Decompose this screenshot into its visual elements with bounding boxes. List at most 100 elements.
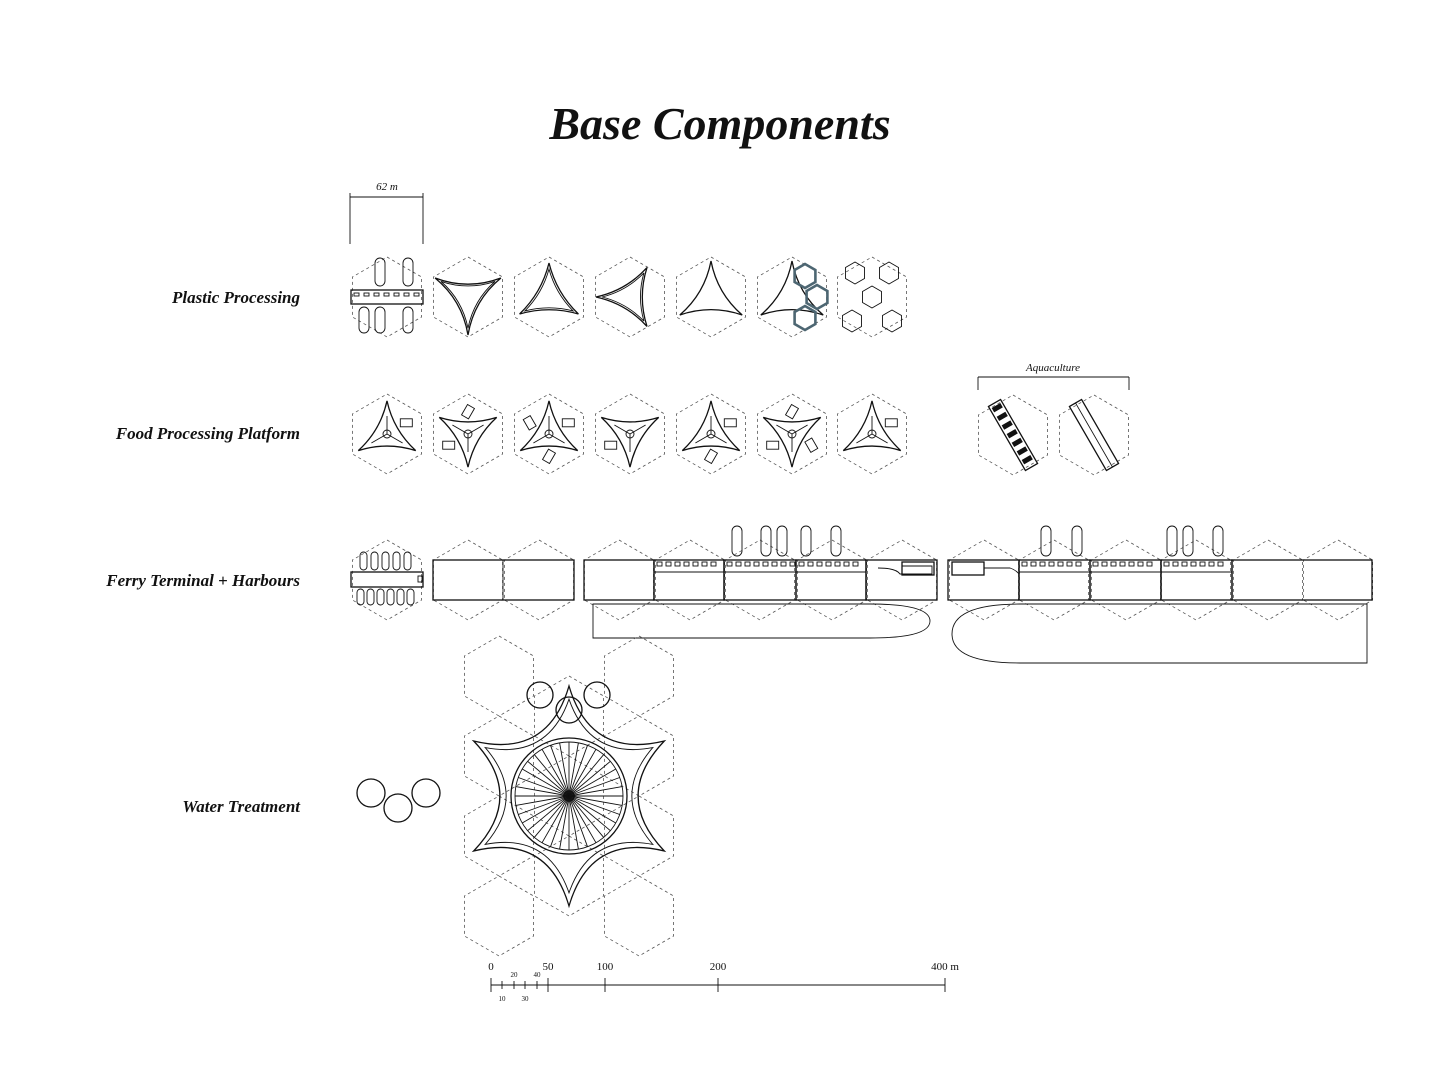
ship-hull [592, 603, 931, 639]
clarifier-spoke [515, 786, 570, 797]
module-cell [522, 414, 537, 431]
boat-icon [731, 525, 743, 557]
block-window [834, 561, 841, 567]
boat-icon [386, 588, 395, 606]
module-arm [371, 433, 388, 444]
hex-outline [725, 539, 795, 621]
boat-icon [359, 551, 368, 571]
food-module-7 [837, 393, 907, 475]
module-arm [386, 433, 403, 444]
food-module-4 [595, 393, 665, 475]
barge-window [363, 292, 370, 297]
aquaculture-cage [1001, 420, 1013, 430]
barge-window [393, 292, 400, 297]
module-arm [710, 433, 727, 444]
block-window [825, 561, 832, 567]
clarifier-spoke [568, 795, 617, 824]
plastic-module-4 [595, 256, 665, 338]
block-window [1172, 561, 1179, 567]
hex-cluster-cell [862, 285, 882, 309]
row-label-ferry-terminal-harbours: Ferry Terminal + Harbours [106, 571, 300, 590]
plastic-processing-modules [350, 256, 907, 338]
aquaculture-module-1 [978, 394, 1048, 476]
module-arm [629, 424, 646, 435]
water-tank [356, 778, 386, 808]
clarifier-spoke [533, 795, 570, 838]
ferry-hex-1 [351, 539, 423, 621]
hex-outline [1019, 539, 1089, 621]
water-tank [583, 681, 611, 709]
block-window [1075, 561, 1082, 567]
aquaculture-label: Aquaculture [1025, 362, 1080, 374]
module-arm [533, 433, 550, 444]
hex-outline [797, 539, 867, 621]
module-outline [760, 260, 824, 316]
clarifier-spoke [527, 760, 570, 797]
boat-icon [776, 525, 788, 557]
aquaculture-module-2 [1059, 394, 1129, 476]
boat-icon [402, 306, 414, 334]
hex-outline [837, 393, 907, 475]
ferry-hex-8 [867, 539, 937, 621]
food-module-6 [757, 393, 827, 475]
plant-outer-frame [471, 683, 667, 909]
harbour-block-b [583, 525, 938, 639]
aquaculture-cage [1006, 429, 1018, 439]
module-cell [541, 448, 557, 465]
ferry-hex-3 [503, 539, 574, 621]
block-window [1217, 561, 1224, 567]
ferry-hex-10 [1019, 539, 1089, 621]
food-module-3 [514, 393, 584, 475]
clarifier-spoke [559, 742, 570, 797]
plastic-module-5 [676, 256, 746, 338]
clarifier-spoke [521, 795, 570, 824]
module-hub [706, 429, 716, 439]
aquaculture-cage [1021, 455, 1033, 465]
clarifier-spoke [568, 748, 597, 797]
module-inner-outline [601, 272, 645, 322]
hex-outline [949, 539, 1019, 621]
block-window [1030, 561, 1037, 567]
block-window [1190, 561, 1197, 567]
hex-outline [676, 393, 746, 475]
harbour-vessel [901, 561, 935, 576]
module-cell [723, 418, 737, 428]
block-window [1163, 561, 1170, 567]
terminal-barge [350, 571, 424, 588]
module-cell [561, 418, 575, 428]
aquaculture-group: Aquaculture [977, 362, 1130, 476]
module-cell [604, 440, 618, 450]
block-window [1092, 561, 1099, 567]
page-title: Base Components [549, 98, 891, 149]
hex-outline [432, 393, 504, 475]
hex-outline [514, 393, 584, 475]
block-window [843, 561, 850, 567]
block-window [753, 561, 760, 567]
harbour-block-a [432, 559, 575, 601]
block-window [1039, 561, 1046, 567]
block-window [1101, 561, 1108, 567]
boat-icon [1040, 525, 1052, 557]
module-outline [600, 416, 660, 468]
block-window [1119, 561, 1126, 567]
block-window [1066, 561, 1073, 567]
barge-window [383, 292, 390, 297]
clarifier-spoke [541, 748, 570, 797]
scale-label-10: 10 [499, 995, 507, 1003]
boat-icon [406, 588, 415, 606]
clarifier-spoke [568, 768, 617, 797]
hex-outline [463, 875, 534, 957]
ferry-hex-2 [432, 539, 504, 621]
water-tank [526, 681, 554, 709]
module-outline [519, 262, 579, 315]
harbour-ramp [877, 565, 933, 575]
harbour-slab [865, 559, 938, 601]
module-inner-outline [523, 267, 575, 312]
clarifier-spoke [541, 795, 570, 844]
module-outline [679, 260, 743, 316]
barge-window [353, 292, 360, 297]
module-arm [548, 433, 565, 444]
module-arm [467, 424, 484, 435]
clarifier-spoke [559, 795, 570, 850]
scale-label-400: 400 m [931, 961, 959, 973]
